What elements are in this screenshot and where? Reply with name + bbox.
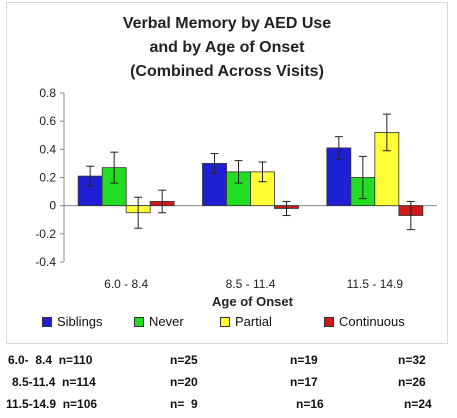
legend-swatch-siblings [42, 316, 52, 327]
count-row-3-col-1: 11.5-14.9 n=106 [6, 397, 98, 411]
count-row-1-col-3: n=19 [290, 353, 318, 367]
count-row-3-col-3: n=16 [296, 397, 324, 411]
count-row-2-col-2: n=20 [170, 375, 198, 389]
x-axis-title: Age of Onset [212, 294, 294, 309]
legend-item-siblings: Siblings [42, 314, 103, 329]
legend-label-partial: Partial [235, 314, 272, 329]
y-tick-label: 0 [49, 199, 56, 213]
count-row-3-col-2: n= 9 [170, 397, 198, 411]
count-row-3-col-4: n=24 [404, 397, 432, 411]
count-row-2-col-3: n=17 [290, 375, 318, 389]
y-tick-label: 0.4 [39, 142, 56, 156]
legend-label-never: Never [149, 314, 184, 329]
legend-item-continuous: Continuous [324, 314, 405, 329]
x-tick-label: 8.5 - 11.4 [226, 277, 276, 291]
legend-label-siblings: Siblings [57, 314, 103, 329]
chart-title: Verbal Memory by AED Use and by Age of O… [6, 12, 448, 84]
legend-swatch-continuous [324, 316, 334, 327]
chart-title-line-3: (Combined Across Visits) [130, 63, 324, 80]
legend-item-never: Never [134, 314, 184, 329]
y-tick-label: 0.6 [39, 114, 56, 128]
legend-swatch-partial [220, 316, 230, 327]
count-row-1-col-4: n=32 [398, 353, 426, 367]
chart-legend: Siblings Never Partial Continuous [42, 314, 442, 334]
legend-swatch-never [134, 316, 144, 327]
chart-title-line-2: and by Age of Onset [149, 39, 305, 56]
y-tick-label: 0.8 [39, 86, 56, 100]
legend-item-partial: Partial [220, 314, 272, 329]
x-tick-label: 6.0 - 8.4 [104, 277, 148, 291]
y-tick-label: -0.4 [35, 255, 56, 269]
y-tick-label: -0.2 [35, 227, 56, 241]
sample-size-table: 6.0- 8.4 n=110 n=25 n=19 n=32 8.5-11.4 n… [0, 350, 457, 418]
count-row-2-col-1: 8.5-11.4 n=114 [12, 375, 96, 389]
chart-title-line-1: Verbal Memory by AED Use [122, 15, 332, 32]
y-tick-label: 0.2 [39, 171, 56, 185]
x-tick-label: 11.5 - 14.9 [347, 277, 404, 291]
count-row-1-col-1: 6.0- 8.4 n=110 [8, 353, 93, 367]
legend-label-continuous: Continuous [339, 314, 405, 329]
count-row-2-col-4: n=26 [398, 375, 426, 389]
count-row-1-col-2: n=25 [170, 353, 198, 367]
